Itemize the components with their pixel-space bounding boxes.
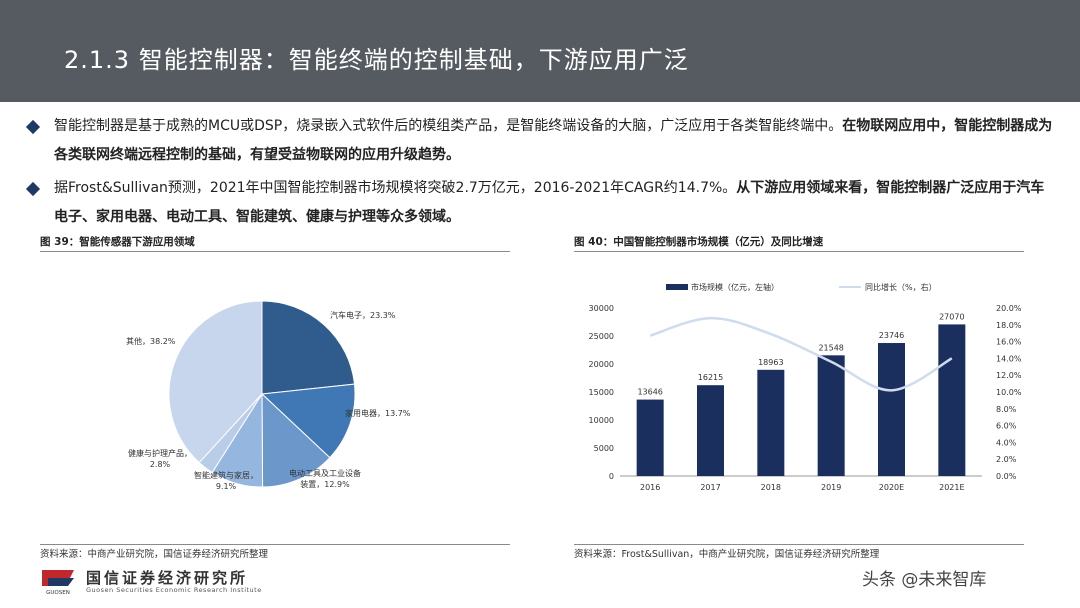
bar-chart: 市场规模（亿元，左轴） 同比增长（%，右） 0 5000 10000 15000 20000… bbox=[589, 282, 1022, 492]
logo-text: GUOSEN bbox=[46, 590, 70, 596]
bar-value-label: 13646 bbox=[637, 388, 662, 397]
x-tick-label: 2017 bbox=[700, 483, 720, 492]
bullet-1-text: 智能控制器是基于成熟的MCU或DSP，烧录嵌入式软件后的模组类产品，是智能终端设… bbox=[54, 112, 1058, 170]
y-left-tick-label: 20000 bbox=[589, 360, 614, 369]
page-title: 2.1.3 智能控制器：智能终端的控制基础，下游应用广泛 bbox=[64, 46, 689, 74]
bar bbox=[938, 324, 966, 476]
diamond-bullet-icon bbox=[25, 181, 41, 197]
pie-slice bbox=[168, 300, 263, 464]
bullet-1-bold: 在物联网应用中，智能控制器成为各类联网终端远程控制的基础，有望受益物联网的应用升… bbox=[54, 118, 1053, 163]
y-right-tick-label: 0.0% bbox=[996, 472, 1017, 481]
y-right-tick-label: 2.0% bbox=[996, 455, 1017, 464]
bullet-2-normal: 据Frost&Sullivan预测，2021年中国智能控制器市场规模将突破2.7… bbox=[54, 180, 737, 196]
company-name: 国信证券经济研究所 bbox=[86, 569, 249, 587]
pie-chart-panel: 图 39：智能传感器下游应用领域 汽车电子，23.3% 家用电器，13.7% 电动工… bbox=[40, 232, 510, 564]
x-tick-label: 2018 bbox=[761, 483, 781, 492]
pie-slice-label: 健康与护理产品， 2.8% bbox=[128, 448, 192, 469]
bar-value-label: 18963 bbox=[758, 358, 783, 367]
x-tick-label: 2016 bbox=[640, 483, 660, 492]
y-left-tick-label: 15000 bbox=[589, 388, 614, 397]
bar-value-label: 16215 bbox=[698, 373, 723, 382]
pie-chart: 汽车电子，23.3% 家用电器，13.7% 电动工具及工业设备装置，12.9% 智能建… bbox=[126, 300, 411, 491]
bullet-1: 智能控制器是基于成熟的MCU或DSP，烧录嵌入式软件后的模组类产品，是智能终端设… bbox=[25, 112, 1058, 170]
logo-blue-shape bbox=[48, 578, 74, 586]
company-name-en: Guosen Securities Economic Research Inst… bbox=[86, 586, 262, 594]
y-right-tick-label: 20.0% bbox=[996, 304, 1022, 313]
x-tick-label: 2020E bbox=[879, 483, 904, 492]
y-right-tick-label: 12.0% bbox=[996, 371, 1022, 380]
y-right-tick-label: 10.0% bbox=[996, 388, 1022, 397]
company-logo: GUOSEN bbox=[42, 570, 74, 596]
y-left-tick-label: 30000 bbox=[589, 304, 614, 313]
x-tick-label: 2021E bbox=[939, 483, 964, 492]
bullet-2: 据Frost&Sullivan预测，2021年中国智能控制器市场规模将突破2.7… bbox=[25, 174, 1058, 232]
legend-line-label: 同比增长（%，右） bbox=[865, 282, 937, 292]
growth-line bbox=[649, 316, 953, 392]
pie-slice-label: 电动工具及工业设备装置，12.9% bbox=[289, 468, 361, 489]
pie-slice bbox=[260, 383, 356, 459]
y-left-tick-label: 5000 bbox=[594, 444, 614, 453]
y-left-tick-label: 0 bbox=[609, 472, 614, 481]
bar-value-label: 27070 bbox=[939, 312, 964, 321]
pie-slice-label: 汽车电子，23.3% bbox=[330, 310, 396, 320]
bar bbox=[878, 343, 905, 476]
y-right-tick-label: 14.0% bbox=[996, 354, 1022, 363]
bar bbox=[697, 385, 724, 476]
bar-chart-source: 资料来源：Frost&Sullivan，中商产业研究院，国信证券经济研究所整理 bbox=[574, 544, 1024, 564]
bar-chart-panel: 图 40：中国智能控制器市场规模（亿元）及同比增速 市场规模（亿元，左轴） 同比增… bbox=[574, 232, 1024, 564]
x-tick-label: 2019 bbox=[821, 483, 841, 492]
bar bbox=[817, 355, 845, 476]
y-left-tick-label: 10000 bbox=[589, 416, 614, 425]
pie-slice bbox=[261, 300, 356, 395]
bullet-2-bold: 从下游应用领域来看，智能控制器广泛应用于汽车电子、家用电器、电动工具、智能建筑、… bbox=[54, 180, 1045, 225]
bar-chart-title: 图 40：中国智能控制器市场规模（亿元）及同比增速 bbox=[574, 232, 1024, 252]
watermark: 头条 @未来智库 bbox=[862, 570, 987, 590]
pie-slice-label: 智能建筑与家居， 9.1% bbox=[194, 470, 258, 491]
y-left-tick-label: 25000 bbox=[589, 332, 614, 341]
bullet-2-text: 据Frost&Sullivan预测，2021年中国智能控制器市场规模将突破2.7… bbox=[54, 174, 1058, 232]
legend-bar-swatch bbox=[666, 284, 688, 290]
y-right-tick-label: 4.0% bbox=[996, 438, 1017, 447]
bar-value-label: 23746 bbox=[879, 331, 904, 340]
pie-chart-title: 图 39：智能传感器下游应用领域 bbox=[40, 232, 510, 252]
pie-chart-source: 资料来源：中商产业研究院，国信证券经济研究所整理 bbox=[40, 544, 510, 564]
header-bar: 2.1.3 智能控制器：智能终端的控制基础，下游应用广泛 bbox=[0, 0, 1080, 102]
legend-bar-label: 市场规模（亿元，左轴） bbox=[691, 282, 779, 292]
y-right-tick-label: 6.0% bbox=[996, 422, 1017, 431]
pie-slice-label: 其他，38.2% bbox=[126, 336, 176, 346]
pie-slice bbox=[261, 392, 331, 488]
bar bbox=[636, 399, 664, 476]
bullet-1-normal: 智能控制器是基于成熟的MCU或DSP，烧录嵌入式软件后的模组类产品，是智能终端设… bbox=[54, 118, 843, 134]
bar bbox=[757, 369, 785, 476]
bar-value-label: 21548 bbox=[818, 343, 843, 352]
pie-slice-label: 家用电器，13.7% bbox=[345, 408, 411, 418]
y-right-tick-label: 18.0% bbox=[996, 321, 1022, 330]
y-right-tick-label: 16.0% bbox=[996, 338, 1022, 347]
y-right-tick-label: 8.0% bbox=[996, 405, 1017, 414]
diamond-bullet-icon bbox=[25, 119, 41, 135]
